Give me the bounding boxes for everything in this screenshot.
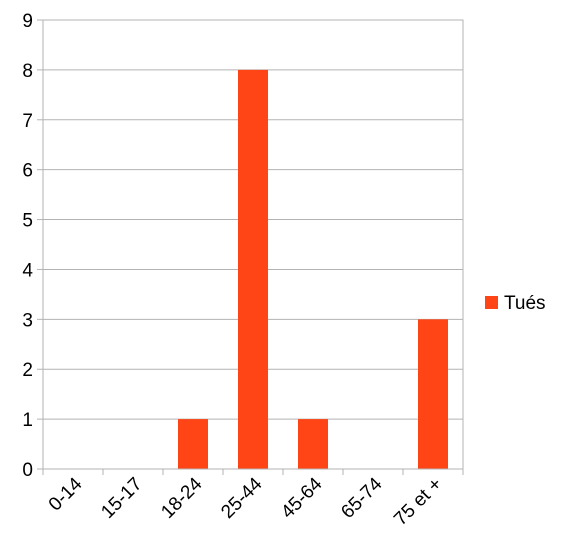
x-tick-label: 75 et + [390,474,446,530]
y-tick-label: 0 [22,460,33,481]
axes [37,19,464,475]
bar-18-24 [178,419,208,469]
y-tick-label: 8 [22,61,33,82]
y-tick-label: 5 [22,211,33,232]
legend-label: Tués [504,293,546,314]
y-tick-label: 4 [22,260,33,281]
legend: Tués [485,293,546,314]
x-tick-label: 0-14 [45,473,87,515]
legend-swatch [485,296,498,309]
x-tick-label: 15-17 [97,474,146,523]
y-tick-label: 2 [22,360,33,381]
y-tick-label: 1 [22,410,33,431]
y-tick-label: 3 [22,310,33,331]
x-tick-label: 65-74 [337,473,387,523]
bar-75-et- [418,319,448,469]
y-tick-label: 6 [22,161,33,182]
plot-area-border [42,19,464,470]
x-tick-label: 18-24 [157,473,207,523]
y-tick-label: 9 [22,11,33,32]
bar-45-64 [298,419,328,469]
x-tick-label: 25-44 [217,473,267,523]
y-tick-labels: 0 1 2 3 4 5 6 7 8 9 [22,11,33,481]
bar-25-44 [238,69,268,469]
x-tick-labels: 0-14 15-17 18-24 25-44 45-64 65-74 75 et + [45,473,447,530]
x-tick-label: 45-64 [277,473,327,523]
y-tick-label: 7 [22,111,33,132]
bars [178,69,448,469]
